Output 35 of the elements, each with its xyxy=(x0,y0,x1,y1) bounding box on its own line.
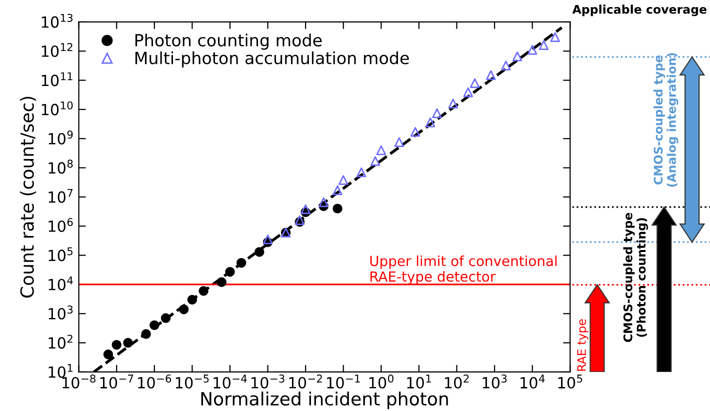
x-tick-label: 10$^{5}$ xyxy=(558,374,582,389)
legend-label: Multi-photon accumulation mode xyxy=(135,51,409,68)
y-axis-title: Count rate (count/sec) xyxy=(20,96,36,298)
y-tick-label: 10$^{9}$ xyxy=(48,130,73,145)
x-tick-label: 10$^{−6}$ xyxy=(138,374,172,389)
y-tick-label: 10$^{2}$ xyxy=(48,334,72,349)
ref-line-label: Upper limit of conventional RAE-type detector xyxy=(370,255,557,284)
y-tick-label: 10$^{11}$ xyxy=(42,72,72,86)
x-tick-label: 10$^{0}$ xyxy=(369,374,394,389)
x-axis-title: Normalized incident photon xyxy=(201,392,448,410)
y-tick-label: 10$^{4}$ xyxy=(48,276,73,290)
legend-label: Photon counting mode xyxy=(135,34,322,50)
y-tick-label: 10$^{3}$ xyxy=(48,306,73,320)
text: Applicable coverage xyxy=(572,4,706,16)
y-tick-label: 10$^{7}$ xyxy=(48,189,73,203)
x-tick-label: 10$^{−5}$ xyxy=(176,374,209,389)
x-tick-label: 10$^{−2}$ xyxy=(289,374,322,389)
text: RAE type xyxy=(577,319,588,371)
x-tick-label: 10$^{−1}$ xyxy=(327,374,360,389)
y-tick-label: 10$^{6}$ xyxy=(48,218,73,232)
x-tick-label: 10$^{1}$ xyxy=(407,374,431,389)
y-tick-label: 10$^{8}$ xyxy=(48,160,73,174)
y-tick-label: 10$^{12}$ xyxy=(42,43,72,58)
x-tick-label: 10$^{2}$ xyxy=(444,374,469,389)
x-tick-label: 10$^{−3}$ xyxy=(252,374,284,389)
y-tick-label: 10$^{13}$ xyxy=(42,14,73,28)
x-tick-label: 10$^{−4}$ xyxy=(214,374,247,389)
y-tick-label: 10$^{1}$ xyxy=(48,364,72,378)
text: CMOS-coupled type (Analog integration) xyxy=(654,53,678,187)
y-tick-label: 10$^{10}$ xyxy=(42,101,73,116)
x-tick-label: 10$^{4}$ xyxy=(520,374,545,389)
y-tick-label: 10$^{5}$ xyxy=(48,247,73,262)
x-tick-label: 10$^{3}$ xyxy=(482,374,507,389)
x-tick-label: 10$^{−7}$ xyxy=(100,374,134,389)
text: CMOS-coupled type (Photon counting) xyxy=(623,212,648,342)
